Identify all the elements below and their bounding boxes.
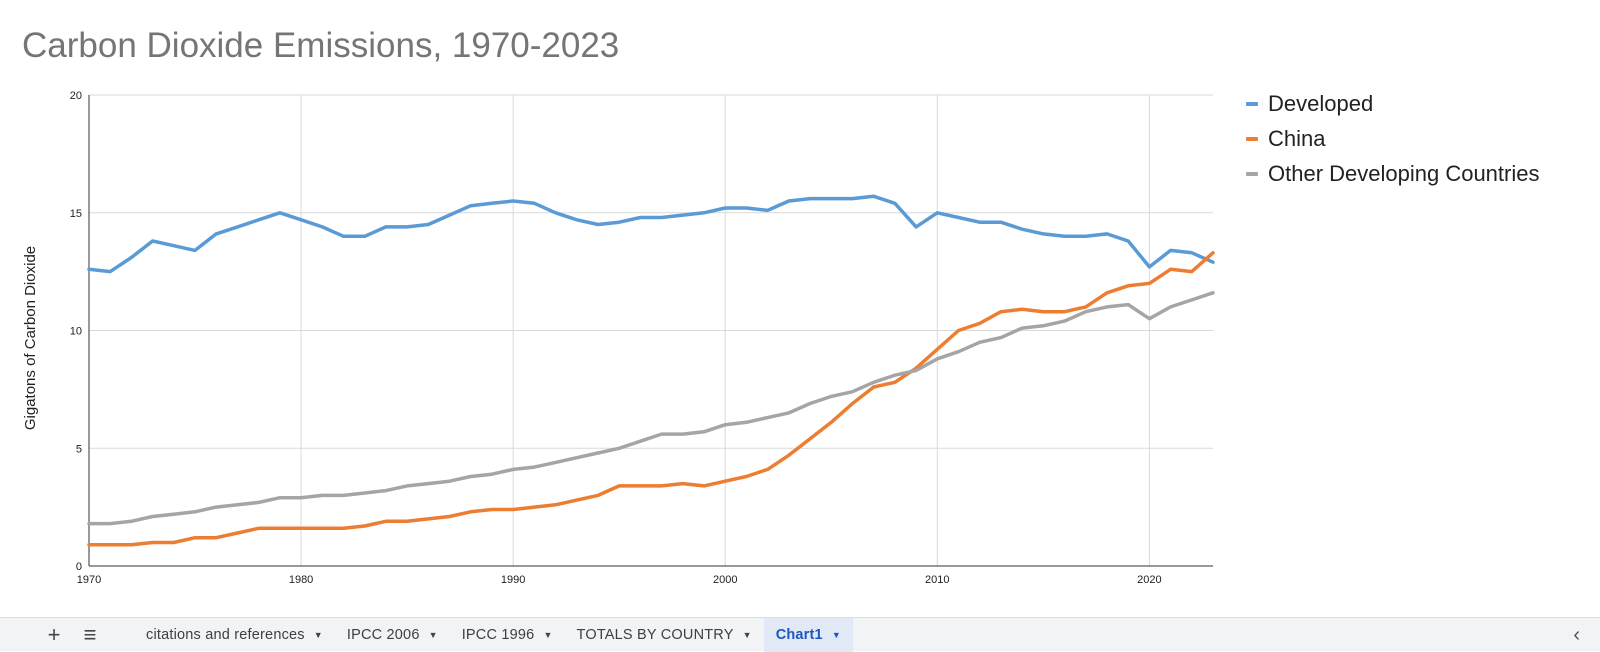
tick-labels: 0 5 10 15 20 1970 1980 1990 2000 2010 2020 (70, 90, 1162, 586)
legend-label-developed: Developed (1268, 90, 1374, 116)
chart-svg: 0 5 10 15 20 1970 1980 1990 2000 2010 2020 Gigaton… (22, 90, 1215, 586)
sheet-tabs: citations and references ▼ IPCC 2006 ▼ I… (134, 617, 853, 652)
add-sheet-button[interactable]: + (36, 618, 72, 652)
chevron-left-icon: ‹ (1573, 623, 1580, 646)
tab-citations-and-references[interactable]: citations and references ▼ (134, 618, 335, 652)
legend-label-other-developing: Other Developing Countries (1268, 160, 1540, 186)
legend-item-other-developing[interactable]: Other Developing Countries (1246, 156, 1539, 191)
y-tick-label: 15 (70, 208, 82, 220)
tab-label: TOTALS BY COUNTRY (576, 626, 734, 643)
caret-down-icon[interactable]: ▼ (831, 629, 841, 640)
series-line-china[interactable] (87, 251, 1215, 547)
series-line-other-developing-countries[interactable] (87, 291, 1215, 526)
tab-totals-by-country[interactable]: TOTALS BY COUNTRY ▼ (565, 618, 764, 652)
legend-label-china: China (1268, 125, 1326, 151)
y-axis-label: Gigatons of Carbon Dioxide (22, 246, 39, 430)
series-line-developed[interactable] (87, 194, 1215, 274)
tab-label: Chart1 (775, 626, 823, 643)
tab-label: IPCC 1996 (461, 626, 535, 643)
caret-down-icon[interactable]: ▼ (742, 629, 752, 640)
x-tick-label: 2020 (1137, 574, 1161, 586)
tab-label: citations and references (146, 626, 305, 643)
sheet-tab-bar: + ≡ citations and references ▼ IPCC 2006… (0, 617, 1600, 652)
x-tick-label: 2000 (713, 574, 737, 586)
axes (88, 95, 1213, 567)
x-tick-label: 1990 (501, 574, 525, 586)
tab-label: IPCC 2006 (346, 626, 420, 643)
legend-item-china[interactable]: China (1246, 121, 1539, 156)
menu-icon: ≡ (83, 621, 97, 647)
legend-item-developed[interactable]: Developed (1246, 86, 1539, 121)
x-tick-label: 2010 (925, 574, 949, 586)
caret-down-icon[interactable]: ▼ (313, 629, 323, 640)
y-tick-label: 20 (70, 90, 82, 102)
legend-swatch-developed (1246, 101, 1258, 106)
legend-swatch-china (1246, 136, 1258, 141)
y-tick-label: 0 (76, 561, 82, 573)
tab-ipcc-1996[interactable]: IPCC 1996 ▼ (450, 618, 565, 652)
caret-down-icon[interactable]: ▼ (543, 629, 553, 640)
tab-ipcc-2006[interactable]: IPCC 2006 ▼ (335, 618, 450, 652)
x-tick-label: 1980 (289, 574, 313, 586)
legend-swatch-other-developing (1246, 171, 1258, 176)
all-sheets-button[interactable]: ≡ (72, 618, 108, 652)
legend: Developed China Other Developing Countri… (1246, 86, 1539, 191)
caret-down-icon[interactable]: ▼ (428, 629, 438, 640)
grid-lines (89, 94, 1213, 566)
plus-icon: + (47, 621, 61, 647)
x-tick-label: 1970 (77, 574, 101, 586)
tab-chart1[interactable]: Chart1 ▼ (763, 617, 853, 652)
chart-title: Carbon Dioxide Emissions, 1970-2023 (22, 26, 620, 65)
y-tick-label: 10 (70, 326, 82, 338)
y-tick-label: 5 (76, 443, 82, 455)
series-lines (87, 194, 1215, 547)
scroll-tabs-left-button[interactable]: ‹ (1573, 618, 1580, 652)
